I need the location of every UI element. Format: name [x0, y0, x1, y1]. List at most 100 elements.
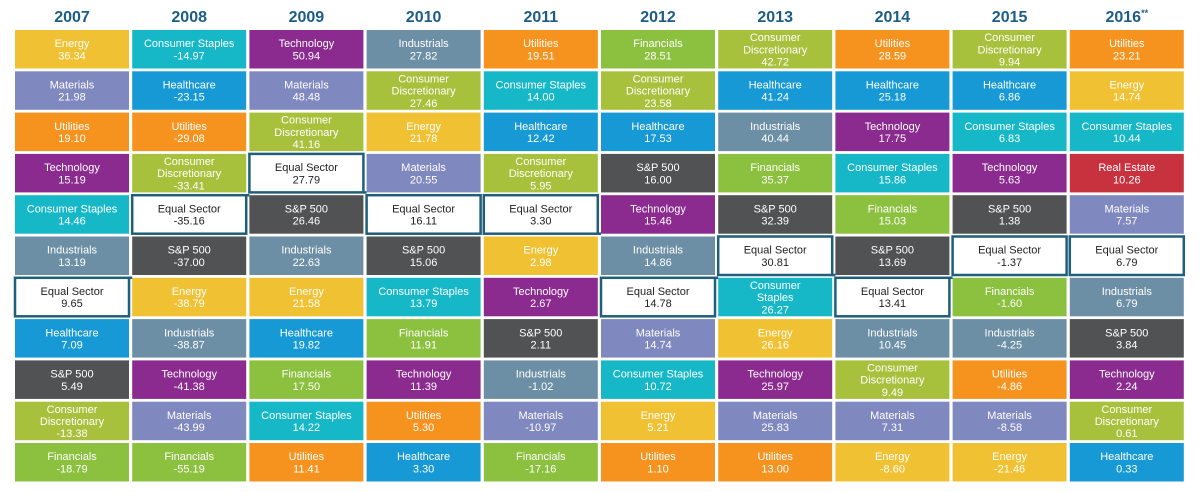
sector-name-label: Consumer: [164, 156, 215, 168]
sector-name-label: Equal Sector: [861, 286, 924, 298]
sector-cell-bg: [249, 236, 364, 275]
sector-cell: Materials-8.58: [952, 401, 1067, 441]
sector-name-label: Materials: [167, 410, 212, 422]
sector-name-label: Technology: [747, 369, 803, 381]
sector-cell-bg: [718, 112, 833, 152]
sector-name-label: Technology: [161, 369, 217, 381]
sector-cell-bg: [249, 112, 364, 152]
sector-return-value: 0.61: [1116, 428, 1137, 440]
sector-cell-bg: [483, 277, 598, 317]
sector-cell: Consumer Staples-14.97: [132, 30, 247, 69]
sector-return-value: -4.25: [997, 339, 1022, 351]
sector-cell-bg: [1069, 236, 1184, 275]
sector-name-label: Consumer Staples: [144, 38, 235, 50]
sector-name-label: Industrials: [281, 245, 332, 257]
sector-cell: Energy-8.60: [835, 443, 950, 482]
sector-return-value: -21.46: [994, 463, 1025, 475]
sector-cell-bg: [718, 71, 833, 110]
sector-return-value: 15.86: [879, 174, 907, 186]
sector-name-label: Discretionary: [978, 44, 1043, 56]
sector-cell-bg: [835, 277, 950, 317]
sector-name-label: Energy: [55, 38, 90, 50]
sector-name-label: Industrials: [633, 245, 684, 257]
sector-return-value: 9.65: [61, 298, 82, 310]
sector-name-label: Healthcare: [280, 327, 333, 339]
equal-sector-box: [1068, 235, 1186, 277]
sector-cell: Technology-41.38: [132, 360, 247, 399]
sector-name-label: Technology: [44, 162, 100, 174]
sector-name-label: Utilities: [289, 451, 325, 463]
sector-cell-bg: [132, 277, 247, 317]
sector-cell-bg: [952, 277, 1067, 317]
sector-cell-bg: [15, 195, 129, 234]
year-header: 2012: [640, 9, 676, 26]
sector-cell-bg: [15, 30, 129, 69]
sector-return-value: -37.00: [174, 257, 205, 269]
sector-name-label: Utilities: [757, 451, 793, 463]
sector-cell-bg: [601, 236, 715, 275]
sector-cell-bg: [249, 30, 364, 69]
sector-name-label: Consumer Staples: [847, 162, 938, 174]
sector-name-label: Discretionary: [40, 416, 105, 428]
sector-name-label: Industrials: [750, 121, 801, 133]
equal-sector-box: [248, 152, 365, 194]
sector-return-value: -1.60: [997, 298, 1022, 310]
equal-sector-box: [834, 276, 951, 318]
sector-return-value: 5.95: [530, 180, 551, 192]
sector-name-label: Utilities: [523, 38, 559, 50]
sector-name-label: Materials: [1104, 203, 1149, 215]
sector-cell-bg: [1069, 195, 1184, 234]
sector-name-label: Industrials: [985, 327, 1036, 339]
sector-cell-bg: [15, 277, 129, 317]
sector-name-label: S&P 500: [988, 203, 1031, 215]
sector-name-label: Financials: [399, 327, 449, 339]
sector-return-value: 7.09: [61, 339, 82, 351]
sector-cell-bg: [483, 30, 598, 69]
sector-name-label: Financials: [164, 451, 214, 463]
sector-name-label: Equal Sector: [744, 245, 807, 257]
sector-name-label: Discretionary: [392, 86, 457, 98]
sector-cell-bg: [1069, 277, 1184, 317]
sector-return-value: 13.79: [410, 298, 438, 310]
sector-return-value: 2.98: [530, 257, 551, 269]
sector-return-value: 25.83: [761, 422, 789, 434]
sector-cell: Equal Sector-1.37: [951, 235, 1068, 277]
sector-return-value: -10.97: [525, 422, 556, 434]
sector-cell-bg: [718, 277, 833, 317]
sector-cell-bg: [601, 360, 715, 399]
sector-cell: Utilities-4.86: [952, 360, 1067, 399]
sector-cell-bg: [718, 195, 833, 234]
sector-return-value: 1.10: [647, 463, 668, 475]
sector-return-value: 0.33: [1116, 463, 1137, 475]
sector-cell-bg: [835, 360, 950, 399]
